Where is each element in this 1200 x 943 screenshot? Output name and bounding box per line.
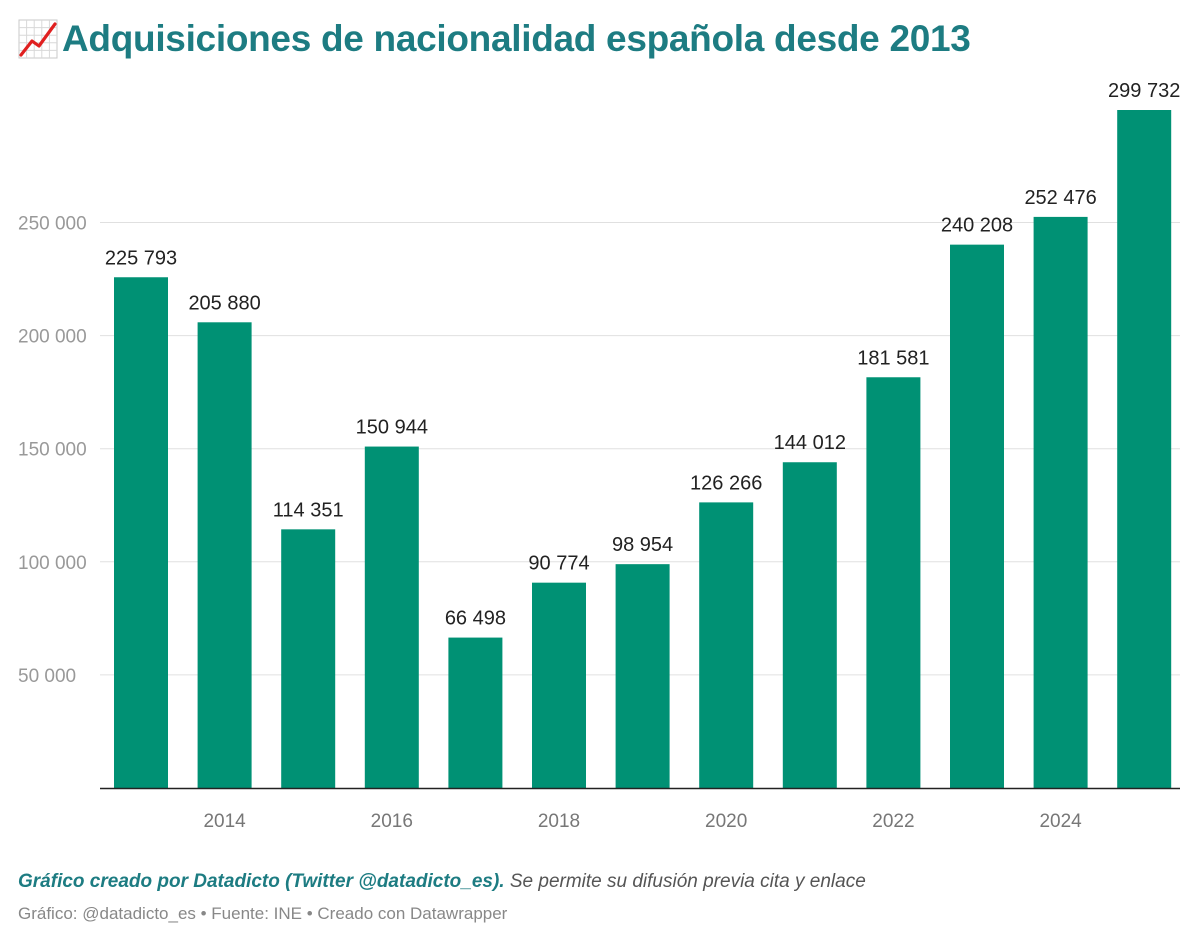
footer-source-line: Gráfico: @datadicto_es • Fuente: INE • C…: [18, 904, 508, 923]
chart-increasing-icon: [18, 19, 58, 59]
bar: [866, 377, 921, 788]
footer-credit-text: Se permite su difusión previa cita y enl…: [509, 871, 866, 892]
bar-value-label: 252 476: [1024, 187, 1096, 209]
bar-value-label: 98 954: [612, 534, 673, 556]
bar: [1117, 110, 1172, 788]
bar: [197, 322, 252, 788]
footer-credit-bold: Gráfico creado por Datadicto (Twitter @d…: [18, 871, 505, 892]
x-tick-label: 2016: [371, 811, 413, 832]
bar: [448, 637, 503, 788]
x-tick-label: 2014: [203, 811, 246, 832]
bar-value-label: 126 266: [690, 472, 762, 494]
y-tick-label: 100 000: [18, 553, 87, 574]
x-tick-label: 2022: [872, 811, 914, 832]
bar-value-label: 205 880: [188, 292, 260, 314]
bar: [1033, 216, 1088, 789]
y-tick-label: 150 000: [18, 440, 87, 461]
y-tick-label: 50 000: [18, 666, 76, 687]
bar: [950, 244, 1004, 788]
footer-credit: Gráfico creado por Datadicto (Twitter @d…: [18, 871, 866, 893]
header: Adquisiciones de nacionalidad española d…: [18, 14, 971, 64]
bar: [281, 529, 336, 788]
bar-value-label: 90 774: [528, 553, 589, 575]
bar: [364, 446, 419, 788]
bar-value-label: 240 208: [941, 215, 1013, 237]
bar-value-label: 150 944: [356, 417, 428, 439]
x-tick-label: 2024: [1039, 811, 1082, 832]
bar-value-label: 299 732: [1108, 80, 1180, 102]
bar-value-label: 144 012: [774, 432, 846, 454]
y-tick-label: 250 000: [18, 213, 87, 234]
x-tick-label: 2018: [538, 811, 580, 832]
bar-chart: 50 000 100 000 150 000 200 000 250 000 225 79…: [18, 80, 1180, 832]
y-tick-label: 200 000: [18, 327, 87, 348]
bar: [532, 582, 586, 788]
bar: [114, 277, 168, 788]
bar-value-label: 114 351: [273, 499, 344, 521]
bar-value-label: 181 581: [857, 347, 929, 369]
x-tick-label: 2020: [705, 811, 747, 832]
bar-value-label: 225 793: [105, 247, 177, 269]
bar: [699, 502, 754, 788]
bar: [615, 564, 670, 788]
bar-value-label: 66 498: [445, 608, 506, 630]
bar: [782, 462, 837, 788]
chart-title: Adquisiciones de nacionalidad española d…: [62, 18, 971, 59]
